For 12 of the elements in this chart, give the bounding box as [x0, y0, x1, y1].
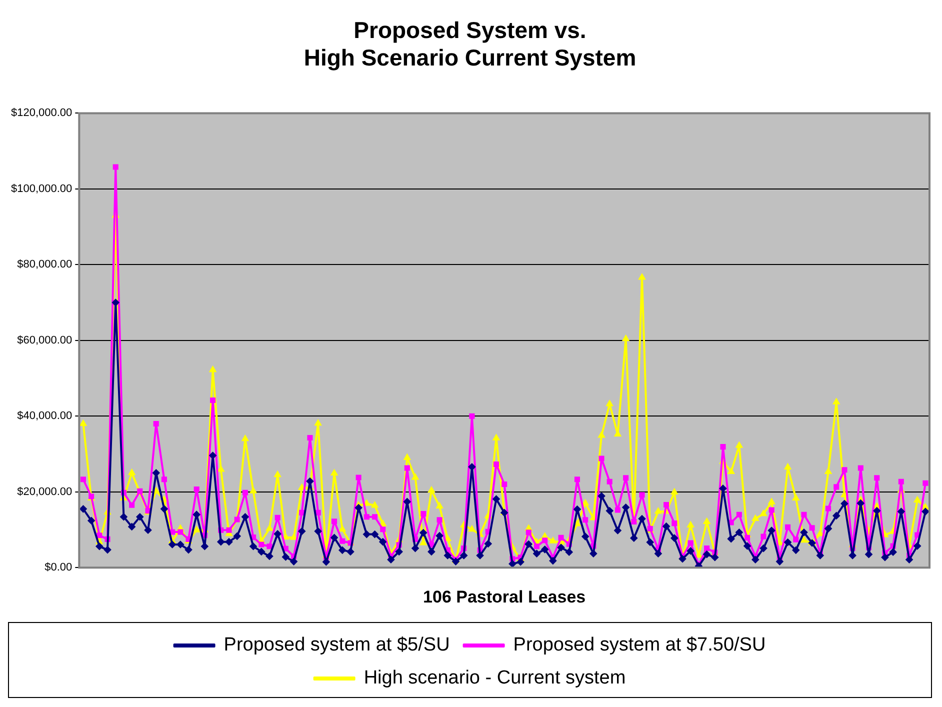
y-tick-label: $80,000.00	[17, 258, 72, 271]
y-tick-label: $60,000.00	[17, 334, 72, 346]
legend-label: Proposed system at $5/SU	[224, 634, 450, 656]
x-axis-title: 106 Pastoral Leases	[423, 587, 586, 606]
y-tick-label: $20,000.00	[17, 486, 72, 498]
chart-title: Proposed System vs. High Scenario Current System	[304, 17, 636, 71]
y-tick-label: $120,000.00	[11, 107, 72, 120]
y-tick-label: $100,000.00	[11, 182, 72, 195]
y-tick-label: $40,000.00	[17, 410, 72, 422]
y-tick-label: $0.00	[44, 562, 72, 574]
legend-label: High scenario - Current system	[364, 668, 626, 689]
legend-label: Proposed system at $7.50/SU	[513, 634, 766, 656]
